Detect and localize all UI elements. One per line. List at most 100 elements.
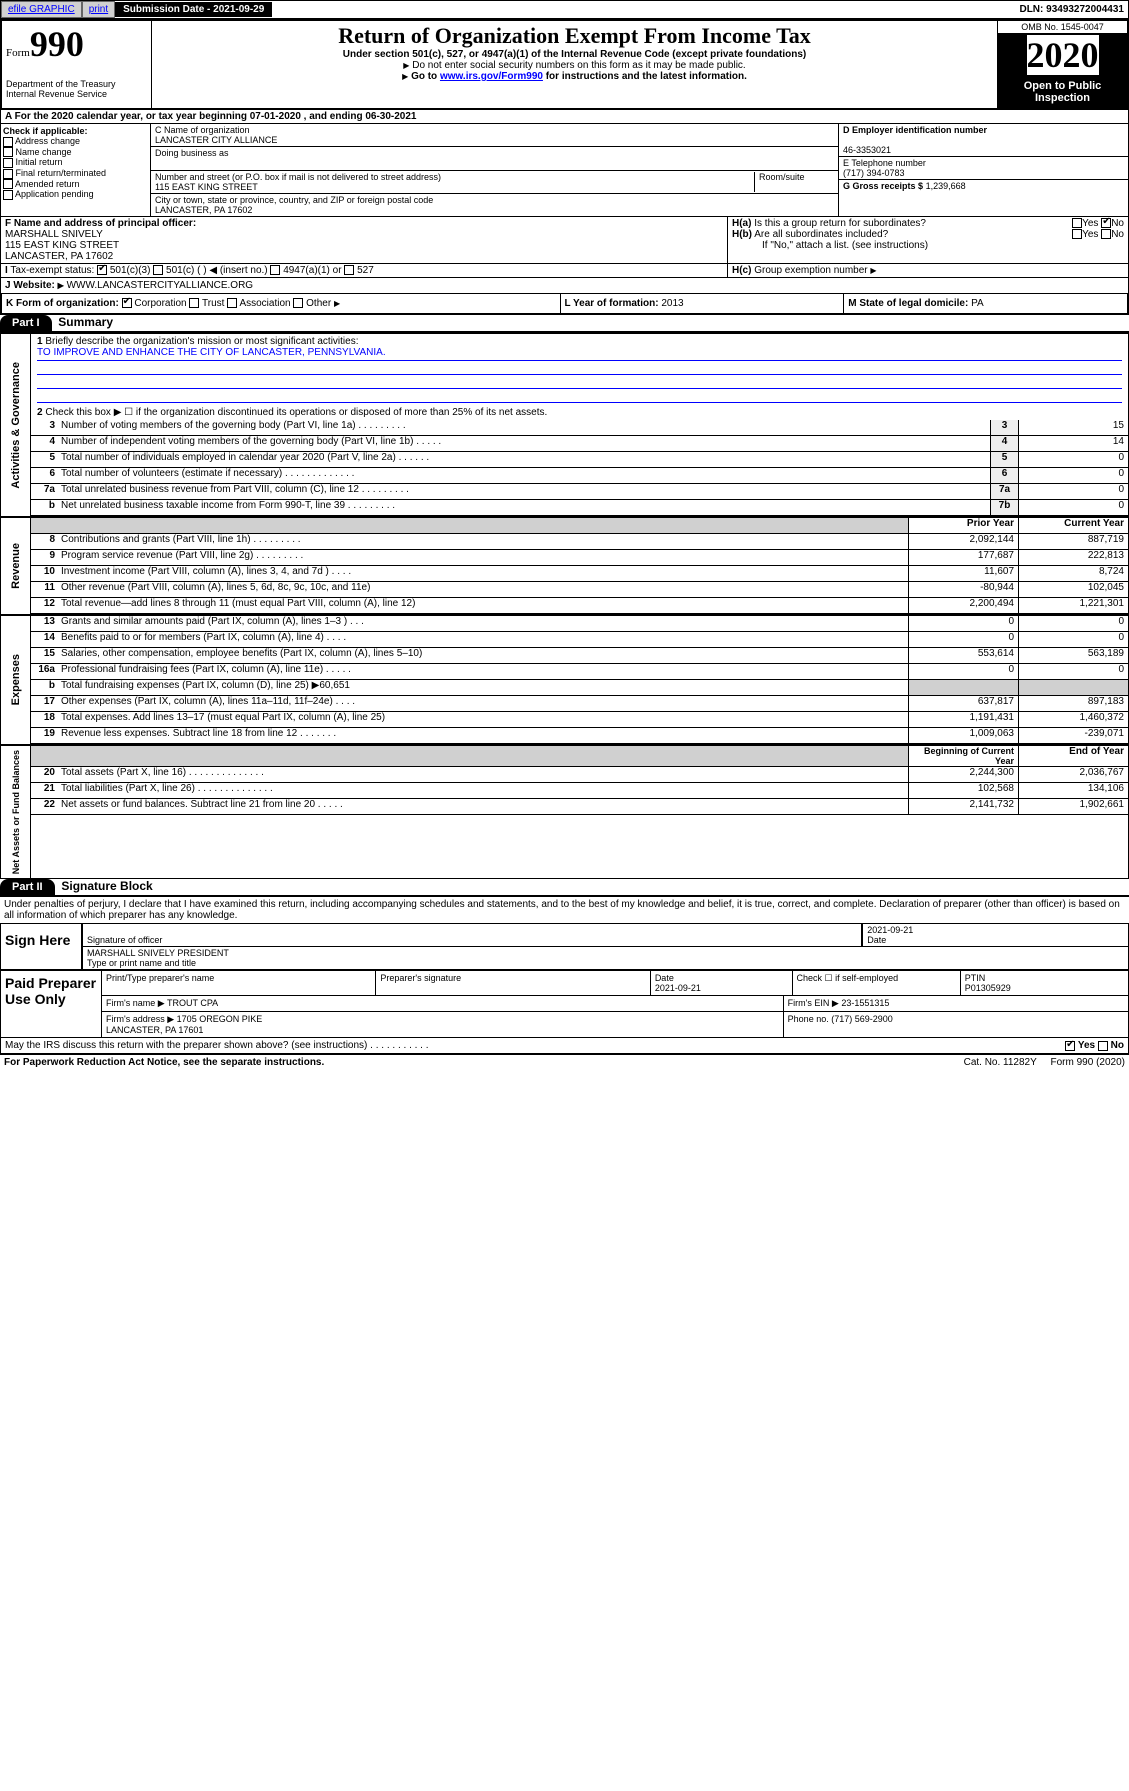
hdr-curr: Current Year [1018, 518, 1128, 533]
officer-addr2: LANCASTER, PA 17602 [5, 251, 113, 262]
top-toolbar: efile GRAPHIC print Submission Date - 20… [0, 0, 1129, 19]
table-row: 21Total liabilities (Part X, line 26) . … [31, 783, 1128, 799]
note-goto-suffix: for instructions and the latest informat… [543, 71, 747, 82]
table-row: 16aProfessional fundraising fees (Part I… [31, 664, 1128, 680]
form-ref: Form 990 (2020) [1051, 1057, 1125, 1068]
irs-link[interactable]: www.irs.gov/Form990 [440, 71, 543, 82]
h-b-note: If "No," attach a list. (see instruction… [732, 240, 928, 251]
vtext-exp: Expenses [8, 650, 24, 709]
hdr-end: End of Year [1018, 746, 1128, 766]
table-row: 9Program service revenue (Part VIII, lin… [31, 550, 1128, 566]
hdr-prior: Prior Year [908, 518, 1018, 533]
officer-printed-name: MARSHALL SNIVELY PRESIDENT [87, 948, 229, 958]
street-address: 115 EAST KING STREET [155, 182, 258, 192]
omb-number: OMB No. 1545-0047 [998, 21, 1127, 34]
addr-label: Number and street (or P.O. box if mail i… [155, 172, 441, 182]
table-row: bNet unrelated business taxable income f… [31, 500, 1128, 516]
gross-receipts-label: G Gross receipts $ [843, 181, 923, 191]
part1-expenses: Expenses 13Grants and similar amounts pa… [0, 615, 1129, 745]
firm-name: TROUT CPA [167, 998, 218, 1008]
line1-label: Briefly describe the organization's miss… [45, 336, 358, 347]
form-title: Return of Organization Exempt From Incom… [158, 23, 991, 49]
discuss-row: May the IRS discuss this return with the… [0, 1038, 1129, 1054]
section-b-label: Check if applicable: [3, 126, 88, 136]
cb-address-change[interactable]: Address change [3, 136, 148, 147]
ptin: P01305929 [965, 983, 1011, 993]
ein-label: D Employer identification number [843, 125, 987, 135]
table-row: 17Other expenses (Part IX, column (A), l… [31, 696, 1128, 712]
state-domicile: PA [971, 298, 984, 309]
cb-app-pending[interactable]: Application pending [3, 189, 148, 200]
sign-here-label: Sign Here [1, 924, 81, 969]
open-inspection: Open to Public Inspection [998, 76, 1127, 108]
table-row: 7aTotal unrelated business revenue from … [31, 484, 1128, 500]
form-label: Form [6, 47, 30, 59]
header-grid: Check if applicable: Address change Name… [0, 124, 1129, 217]
phone-label: E Telephone number [843, 158, 926, 168]
website-url: WWW.LANCASTERCITYALLIANCE.ORG [67, 280, 254, 291]
table-row: 6Total number of volunteers (estimate if… [31, 468, 1128, 484]
note-ssn: Do not enter social security numbers on … [412, 60, 745, 71]
part2-heading: Signature Block [57, 879, 156, 893]
part1-revenue: Revenue Prior YearCurrent Year 8Contribu… [0, 517, 1129, 615]
row-f-h: F Name and address of principal officer:… [0, 217, 1129, 264]
table-row: 12Total revenue—add lines 8 through 11 (… [31, 598, 1128, 614]
tax-exempt-label: Tax-exempt status: [10, 265, 94, 276]
part1-net-assets: Net Assets or Fund Balances Beginning of… [0, 745, 1129, 879]
line2-label: Check this box ▶ ☐ if the organization d… [45, 407, 547, 418]
firm-phone: (717) 569-2900 [831, 1014, 893, 1024]
hdr-begin: Beginning of Current Year [908, 746, 1018, 766]
part1-activities-governance: Activities & Governance 1 Briefly descri… [0, 333, 1129, 517]
page-footer: For Paperwork Reduction Act Notice, see … [0, 1054, 1129, 1070]
efile-link[interactable]: efile GRAPHIC [1, 1, 82, 18]
officer-label: F Name and address of principal officer: [5, 218, 196, 229]
org-name: LANCASTER CITY ALLIANCE [155, 135, 277, 145]
tax-period: A For the 2020 calendar year, or tax yea… [0, 110, 1129, 124]
cb-final-return[interactable]: Final return/terminated [3, 168, 148, 179]
penalty-statement: Under penalties of perjury, I declare th… [0, 897, 1129, 923]
table-row: 3Number of voting members of the governi… [31, 420, 1128, 436]
table-row: 5Total number of individuals employed in… [31, 452, 1128, 468]
table-row: 20Total assets (Part X, line 16) . . . .… [31, 767, 1128, 783]
table-row: 10Investment income (Part VIII, column (… [31, 566, 1128, 582]
dba-label: Doing business as [155, 148, 229, 158]
city-state-zip: LANCASTER, PA 17602 [155, 205, 252, 215]
part1-heading: Summary [54, 315, 117, 329]
vtext-na: Net Assets or Fund Balances [9, 746, 23, 878]
officer-name: MARSHALL SNIVELY [5, 229, 103, 240]
vtext-rev: Revenue [8, 539, 24, 593]
part1-header: Part I [0, 315, 52, 331]
submission-date: Submission Date - 2021-09-29 [115, 2, 272, 17]
vtext-ag: Activities & Governance [8, 358, 24, 493]
city-label: City or town, state or province, country… [155, 195, 433, 205]
cb-amended[interactable]: Amended return [3, 179, 148, 190]
print-link[interactable]: print [82, 1, 115, 18]
part2-header: Part II [0, 879, 55, 895]
dln: DLN: 93493272004431 [1015, 4, 1128, 15]
table-row: 11Other revenue (Part VIII, column (A), … [31, 582, 1128, 598]
prep-date: 2021-09-21 [655, 983, 701, 993]
h-c-label: Group exemption number [754, 265, 867, 276]
row-i-hc: I Tax-exempt status: 501(c)(3) 501(c) ( … [0, 264, 1129, 278]
table-row: 14Benefits paid to or for members (Part … [31, 632, 1128, 648]
sig-date: 2021-09-21 [867, 925, 913, 935]
cb-initial-return[interactable]: Initial return [3, 157, 148, 168]
cat-no: Cat. No. 11282Y [964, 1057, 1037, 1068]
row-k-l-m: K Form of organization: Corporation Trus… [0, 294, 1129, 315]
gross-receipts: 1,239,668 [926, 181, 966, 191]
table-row: 19Revenue less expenses. Subtract line 1… [31, 728, 1128, 744]
org-name-label: C Name of organization [155, 125, 250, 135]
table-row: 15Salaries, other compensation, employee… [31, 648, 1128, 664]
room-suite-label: Room/suite [754, 172, 834, 192]
table-row: 22Net assets or fund balances. Subtract … [31, 799, 1128, 815]
tax-year: 2020 [1027, 35, 1099, 75]
dept-treasury: Department of the Treasury Internal Reve… [6, 79, 147, 99]
h-a-label: Is this a group return for subordinates? [754, 218, 926, 229]
self-employed-check[interactable]: Check ☐ if self-employed [792, 971, 960, 995]
mission-text: TO IMPROVE AND ENHANCE THE CITY OF LANCA… [37, 347, 1122, 361]
phone: (717) 394-0783 [843, 168, 905, 178]
cb-name-change[interactable]: Name change [3, 147, 148, 158]
paid-preparer-label: Paid Preparer Use Only [1, 971, 101, 1037]
paid-preparer-block: Paid Preparer Use Only Print/Type prepar… [0, 970, 1129, 1038]
form-number: 990 [30, 24, 84, 64]
